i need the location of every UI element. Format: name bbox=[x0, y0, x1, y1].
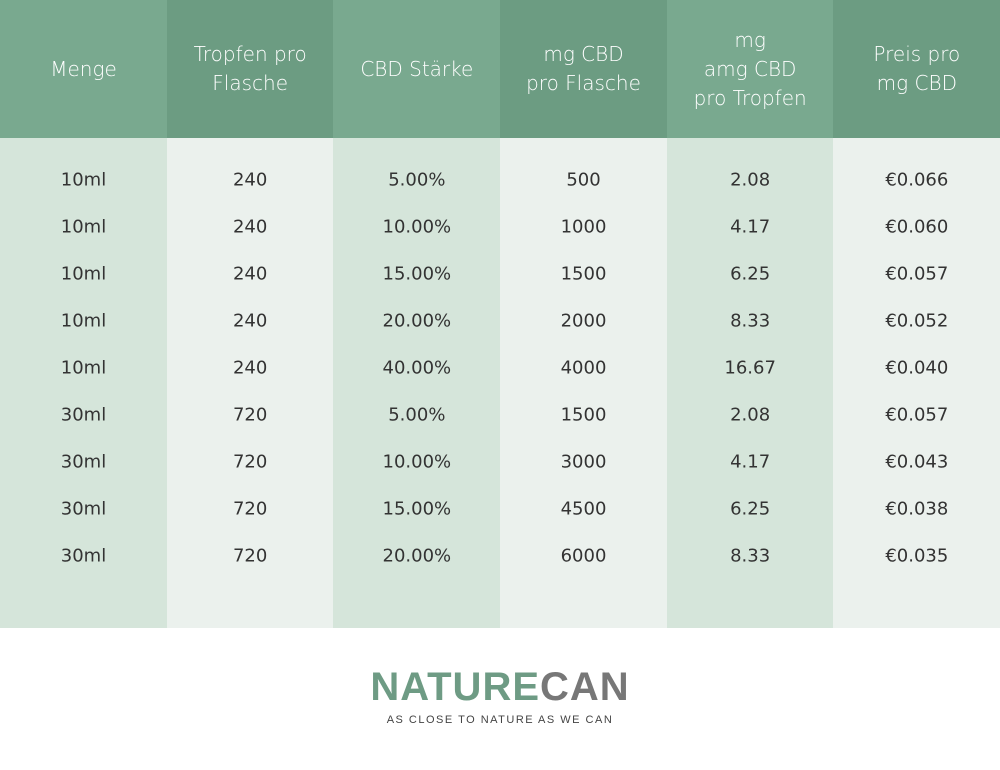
table-cell: €0.060 bbox=[885, 216, 949, 238]
table-cell: 240 bbox=[232, 216, 268, 238]
table-cell: 720 bbox=[232, 451, 268, 473]
column-body: 240 240 240 240 240 720 720 720 720 bbox=[166, 138, 334, 628]
header-line: Flasche bbox=[212, 71, 289, 95]
column-body: 10ml 10ml 10ml 10ml 10ml 30ml 30ml 30ml 30ml bbox=[0, 138, 167, 628]
table-cell: 2000 bbox=[560, 310, 607, 332]
header-line: pro Flasche bbox=[526, 71, 641, 95]
table-cell: 4000 bbox=[560, 357, 607, 379]
table-cell: €0.057 bbox=[885, 263, 949, 285]
table-cell: 6000 bbox=[560, 545, 607, 567]
table-cell: €0.043 bbox=[885, 451, 949, 473]
header-line: mg bbox=[734, 27, 766, 52]
header-line: amg CBD bbox=[703, 56, 797, 81]
header-line: mg CBD bbox=[543, 42, 624, 66]
table-cell: 30ml bbox=[60, 451, 107, 473]
brand-second: CAN bbox=[540, 665, 630, 709]
header-line: CBD Stärke bbox=[360, 56, 474, 81]
table-cell: 10ml bbox=[60, 216, 107, 238]
table-cell: €0.035 bbox=[885, 545, 949, 567]
table-cell: 40.00% bbox=[382, 357, 452, 379]
header-cell: Menge bbox=[0, 0, 167, 138]
table-cell: 720 bbox=[232, 545, 268, 567]
header-line: pro Tropfen bbox=[693, 85, 807, 110]
header-line: Tropfen pro bbox=[193, 42, 307, 66]
table-cell: 8.33 bbox=[730, 310, 771, 332]
table-cell: 10ml bbox=[60, 169, 107, 191]
table-cell: 240 bbox=[232, 169, 268, 191]
table-cell: 6.25 bbox=[730, 498, 771, 520]
table-cell: 10.00% bbox=[382, 451, 452, 473]
table-cell: 4.17 bbox=[730, 216, 771, 238]
column-body: 2.08 4.17 6.25 8.33 16.67 2.08 4.17 6.25 8.33 bbox=[666, 138, 834, 628]
table-cell: 20.00% bbox=[382, 310, 452, 332]
column-body: 500 1000 1500 2000 4000 1500 3000 4500 6000 bbox=[500, 138, 667, 628]
table-cell: 240 bbox=[232, 357, 268, 379]
header-line: mg CBD bbox=[876, 71, 957, 95]
table-cell: €0.066 bbox=[885, 169, 949, 191]
table-cell: 20.00% bbox=[382, 545, 452, 567]
table-cell: 5.00% bbox=[388, 404, 446, 426]
table-cell: 720 bbox=[232, 404, 268, 426]
table-cell: €0.057 bbox=[885, 404, 949, 426]
header-cell: mg CBD pro Flasche bbox=[500, 0, 667, 138]
table-cell: 3000 bbox=[560, 451, 607, 473]
table-cell: 500 bbox=[566, 169, 601, 191]
table-cell: 240 bbox=[232, 263, 268, 285]
table-cell: 15.00% bbox=[382, 498, 452, 520]
tagline: AS CLOSE TO NATURE AS WE CAN bbox=[386, 714, 614, 726]
table-cell: 720 bbox=[232, 498, 268, 520]
table-cell: 16.67 bbox=[724, 357, 776, 379]
table-cell: 2.08 bbox=[730, 404, 771, 426]
table-cell: 30ml bbox=[60, 404, 107, 426]
table-cell: 10.00% bbox=[382, 216, 452, 238]
header-cell: Preis pro mg CBD bbox=[833, 0, 1000, 138]
table-cell: 240 bbox=[232, 310, 268, 332]
table-cell: 10ml bbox=[60, 310, 107, 332]
table-cell: 6.25 bbox=[730, 263, 771, 285]
table-cell: 1500 bbox=[560, 404, 607, 426]
column-body: 5.00% 10.00% 15.00% 20.00% 40.00% 5.00% 10.00%… bbox=[333, 138, 501, 628]
table-cell: 4.17 bbox=[730, 451, 771, 473]
table-cell: 10ml bbox=[60, 263, 107, 285]
table-cell: €0.052 bbox=[885, 310, 949, 332]
table-cell: 2.08 bbox=[730, 169, 771, 191]
table-cell: 5.00% bbox=[388, 169, 446, 191]
table-cell: 1500 bbox=[560, 263, 607, 285]
table-cell: 15.00% bbox=[382, 263, 452, 285]
table-cell: €0.040 bbox=[885, 357, 949, 379]
column-body: €0.066 €0.060 €0.057 €0.052 €0.040 €0.057 €0.0… bbox=[833, 138, 1000, 628]
table-cell: 8.33 bbox=[730, 545, 771, 567]
header-line: Preis pro bbox=[873, 42, 961, 66]
logo: NATURECAN AS CLOSE TO NATURE AS WE CAN bbox=[0, 665, 1000, 726]
table-cell: 1000 bbox=[560, 216, 607, 238]
brand-first: NATURE bbox=[370, 665, 541, 709]
table-cell: 4500 bbox=[560, 498, 607, 520]
table-cell: 30ml bbox=[60, 498, 107, 520]
header-cell: Tropfen pro Flasche bbox=[166, 0, 334, 138]
table-cell: 30ml bbox=[60, 545, 107, 567]
header-line: Menge bbox=[50, 56, 117, 81]
header-cell: CBD Stärke bbox=[333, 0, 501, 138]
table-cell: €0.038 bbox=[885, 498, 949, 520]
brand: NATURECAN bbox=[0, 665, 1000, 710]
table-cell: 10ml bbox=[60, 357, 107, 379]
header-cell: mg amg CBD pro Tropfen bbox=[666, 0, 834, 138]
